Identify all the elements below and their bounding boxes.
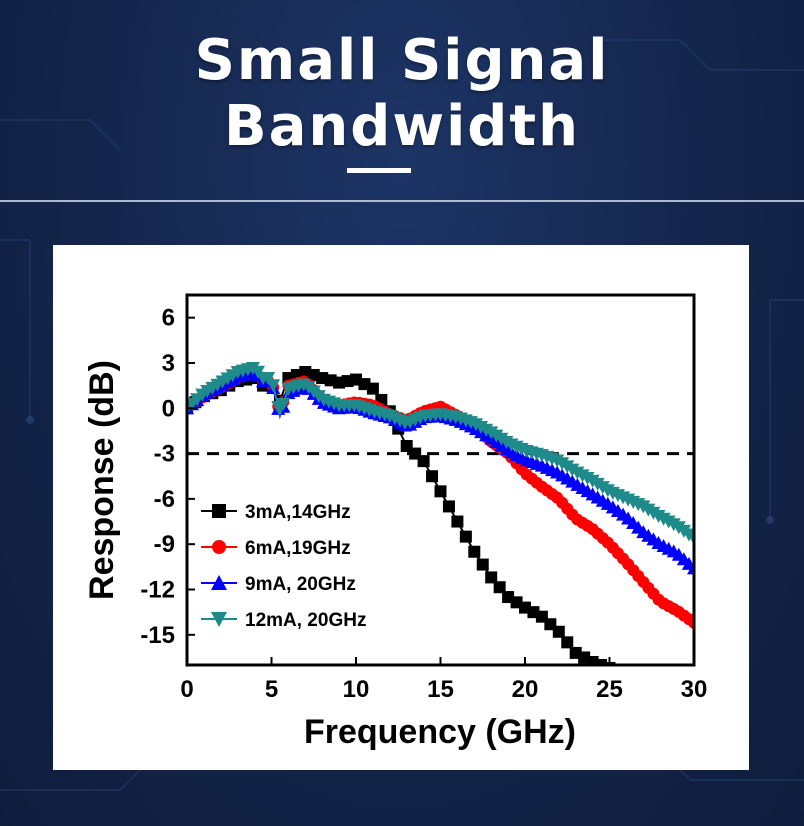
legend-marker [211, 612, 227, 627]
legend-entry-label: 12mA, 20GHz [245, 610, 366, 631]
data-point [646, 673, 658, 685]
chart: 0 5 10 15 20 25 30 630-3-6-9-12-15 Frequency (… [83, 293, 707, 751]
y-tick-label: 6 [162, 305, 175, 332]
y-tick-label: -9 [154, 531, 175, 558]
data-point [459, 530, 472, 543]
data-point [426, 470, 439, 483]
data-point [595, 659, 608, 665]
chart-panel: 0 5 10 15 20 25 30 6 3 0 -3 -6 -9 -12 -15 Frequency (… [53, 245, 749, 770]
x-tick-label: 5 [265, 676, 278, 703]
x-tick-label: 0 [180, 676, 193, 703]
data-point [261, 372, 276, 386]
header-divider [0, 200, 804, 202]
chart-marks [187, 361, 694, 688]
data-point [434, 485, 447, 498]
y-tick-label: -12 [140, 576, 175, 603]
legend: 3mA,14GHz 6mA,19GHz 9mA, 20GHz 12mA, 20GHz [201, 502, 366, 631]
y-axis-ticks: 6 3 0 -3 -6 -9 -12 -15 [140, 305, 195, 649]
data-point [561, 636, 574, 649]
data-point [468, 545, 481, 558]
data-point [687, 532, 694, 546]
data-point [654, 674, 666, 686]
y-tick-label: -6 [154, 486, 175, 513]
data-point [442, 500, 455, 513]
data-point [552, 625, 565, 638]
legend-entry-label: 6mA,19GHz [245, 538, 351, 559]
data-point [681, 528, 694, 542]
y-tick-label: -15 [140, 622, 175, 649]
legend-marker [212, 504, 226, 518]
legend-entry-label: 3mA,14GHz [245, 502, 351, 523]
series-4 [187, 361, 694, 546]
x-tick-label: 15 [427, 676, 454, 703]
x-tick-label: 20 [512, 676, 539, 703]
x-tick-label: 25 [596, 676, 623, 703]
data-point [476, 558, 489, 571]
data-point [586, 655, 599, 665]
y-axis-label: Response (dB) [83, 360, 121, 600]
x-axis-label: Frequency (GHz) [304, 713, 576, 751]
x-tick-label: 30 [681, 676, 708, 703]
data-point [366, 382, 379, 395]
data-point [417, 455, 430, 468]
x-axis-ticks: 0 5 10 15 20 25 30 [180, 657, 707, 703]
data-point [663, 676, 675, 688]
data-point [681, 556, 694, 570]
legend-marker [212, 540, 226, 554]
slide-title-line-1: Small Signal [194, 28, 610, 93]
data-point [451, 515, 464, 528]
y-tick-label: 0 [162, 395, 175, 422]
data-point [266, 379, 281, 393]
data-point [687, 561, 694, 575]
data-point [493, 581, 506, 594]
data-point [485, 571, 498, 584]
y-tick-label: 3 [162, 350, 175, 377]
title-underline [347, 168, 411, 173]
x-tick-label: 10 [343, 676, 370, 703]
data-point [276, 398, 291, 412]
data-point [502, 591, 515, 604]
legend-marker [211, 575, 227, 590]
y-tick-label: -3 [154, 441, 175, 468]
slide-title-line-2: Bandwidth [223, 94, 581, 159]
legend-entry-label: 9mA, 20GHz [245, 574, 356, 595]
data-point [629, 669, 641, 681]
slide-title: Small Signal Bandwidth [0, 28, 804, 160]
data-point [637, 671, 649, 683]
